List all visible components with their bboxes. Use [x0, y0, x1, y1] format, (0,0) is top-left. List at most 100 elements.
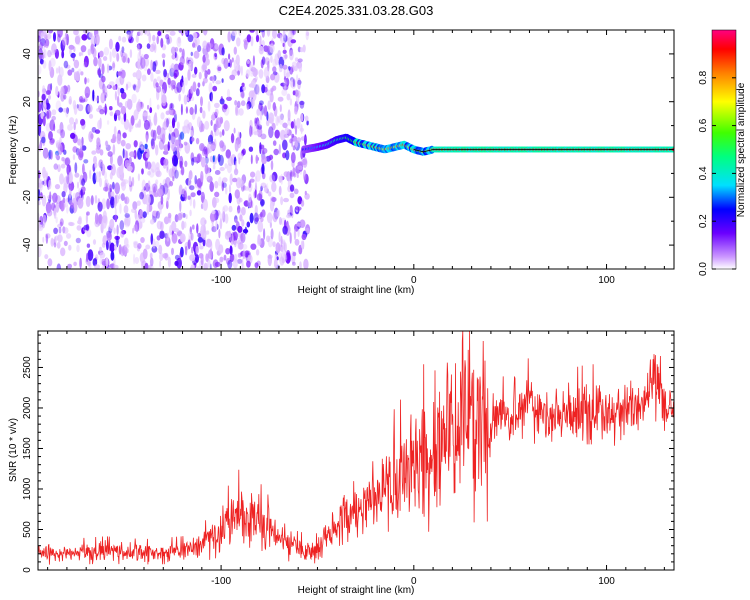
- heatmap-noise-cell: [58, 107, 63, 113]
- heatmap-noise-cell: [215, 220, 218, 230]
- heatmap-noise-cell: [199, 106, 203, 114]
- heatmap-noise-cell: [118, 166, 124, 175]
- heatmap-noise-cell: [151, 184, 154, 195]
- heatmap-noise-cell: [300, 136, 307, 142]
- heatmap-noise-cell: [122, 132, 127, 139]
- heatmap-noise-cell: [197, 45, 202, 52]
- heatmap-noise-cell: [141, 168, 144, 175]
- heatmap-noise-cell: [125, 248, 129, 254]
- heatmap-noise-cell: [133, 241, 138, 249]
- spectrogram-y-axis-label: Frequency (Hz): [8, 116, 19, 185]
- heatmap-noise-cell: [141, 179, 146, 191]
- heatmap-noise-cell: [41, 100, 44, 112]
- heatmap-noise-cell: [119, 87, 125, 94]
- heatmap-noise-cell: [108, 38, 113, 50]
- heatmap-noise-cell: [72, 100, 77, 110]
- heatmap-noise-cell: [205, 253, 209, 262]
- heatmap-noise-cell: [198, 179, 202, 189]
- heatmap-noise-cell: [187, 69, 191, 81]
- heatmap-noise-cell: [106, 232, 112, 242]
- heatmap-noise-cell: [154, 240, 160, 247]
- heatmap-noise-cell: [105, 144, 111, 152]
- y-tick-label: 0: [22, 567, 33, 573]
- heatmap-noise-cell: [238, 157, 241, 165]
- heatmap-noise-cell: [104, 179, 107, 188]
- heatmap-noise-cell: [87, 104, 93, 113]
- heatmap-noise-cell: [283, 171, 289, 178]
- heatmap-noise-cell: [66, 174, 70, 185]
- heatmap-noise-cell: [81, 145, 87, 151]
- heatmap-noise-cell: [191, 73, 197, 78]
- heatmap-noise-cell: [256, 108, 261, 116]
- heatmap-noise-cell: [101, 242, 106, 248]
- heatmap-noise-cell: [77, 104, 84, 112]
- heatmap-noise-cell: [189, 209, 192, 217]
- heatmap-noise-cell: [175, 139, 180, 147]
- heatmap-noise-cell: [67, 124, 73, 131]
- heatmap-noise-cell: [200, 156, 206, 168]
- heatmap-noise-cell: [270, 87, 274, 93]
- heatmap-noise-cell: [197, 82, 201, 88]
- heatmap-noise-cell: [202, 40, 208, 49]
- heatmap-noise-cell: [195, 88, 200, 97]
- heatmap-noise-cell: [252, 68, 258, 77]
- heatmap-noise-cell: [138, 118, 142, 128]
- heatmap-noise-cell: [233, 127, 236, 134]
- heatmap-noise-cell: [299, 100, 305, 106]
- heatmap-noise-cell: [56, 241, 61, 249]
- heatmap-noise-cell: [278, 113, 284, 125]
- heatmap-noise-cell: [55, 140, 62, 148]
- heatmap-noise-cell: [216, 120, 219, 130]
- heatmap-noise-cell: [41, 93, 46, 101]
- heatmap-noise-cell: [272, 140, 277, 146]
- heatmap-noise-cell: [39, 215, 44, 225]
- heatmap-noise-cell: [76, 225, 82, 231]
- heatmap-noise-cell: [123, 205, 129, 214]
- heatmap-noise-cell: [135, 69, 142, 81]
- heatmap-noise-cell: [199, 245, 204, 250]
- heatmap-noise-cell: [277, 96, 284, 102]
- heatmap-noise-cell: [80, 45, 87, 53]
- heatmap-noise-cell: [148, 264, 154, 269]
- snr-series-line: [38, 331, 674, 565]
- heatmap-noise-cell: [266, 212, 273, 224]
- heatmap-noise-cell: [190, 86, 193, 94]
- heatmap-noise-cell: [139, 217, 146, 224]
- heatmap-noise-cell: [212, 164, 216, 170]
- heatmap-noise-cell: [112, 144, 116, 155]
- heatmap-noise-cell: [282, 139, 288, 151]
- heatmap-noise-cell: [97, 68, 101, 76]
- heatmap-noise-cell: [131, 93, 137, 104]
- y-tick-label: 500: [22, 521, 33, 538]
- heatmap-noise-cell: [271, 197, 277, 202]
- heatmap-noise-cell: [117, 155, 123, 167]
- heatmap-noise-cell: [278, 231, 281, 243]
- heatmap-noise-cell: [41, 52, 45, 60]
- heatmap-noise-cell: [109, 154, 113, 165]
- heatmap-noise-cell: [232, 177, 238, 183]
- heatmap-noise-cell: [46, 209, 53, 217]
- heatmap-noise-cell: [124, 237, 129, 248]
- heatmap-noise-cell: [59, 173, 64, 185]
- heatmap-noise-cell: [144, 262, 149, 269]
- heatmap-noise-cell: [192, 199, 196, 209]
- heatmap-noise-cell: [239, 214, 243, 222]
- heatmap-noise-cell: [248, 146, 254, 152]
- heatmap-noise-cell: [263, 105, 268, 117]
- heatmap-noise-cell: [103, 46, 110, 56]
- heatmap-noise-cell: [192, 42, 196, 48]
- heatmap-noise-cell: [183, 221, 187, 229]
- heatmap-noise-cell: [290, 32, 294, 39]
- heatmap-noise-cell: [72, 192, 77, 201]
- heatmap-noise-cell: [68, 171, 73, 184]
- heatmap-noise-cell: [191, 157, 195, 166]
- heatmap-noise-cell: [203, 262, 208, 269]
- heatmap-noise-cell: [92, 258, 98, 267]
- heatmap-noise-cell: [181, 48, 185, 59]
- spectrogram-y-ticks: -40 -20 0 20 40: [22, 29, 674, 270]
- heatmap-noise-cell: [293, 188, 299, 195]
- heatmap-noise-cell: [285, 30, 289, 33]
- heatmap-noise-cell: [170, 82, 174, 91]
- heatmap-noise-cell: [195, 245, 199, 254]
- heatmap-noise-cell: [221, 129, 225, 136]
